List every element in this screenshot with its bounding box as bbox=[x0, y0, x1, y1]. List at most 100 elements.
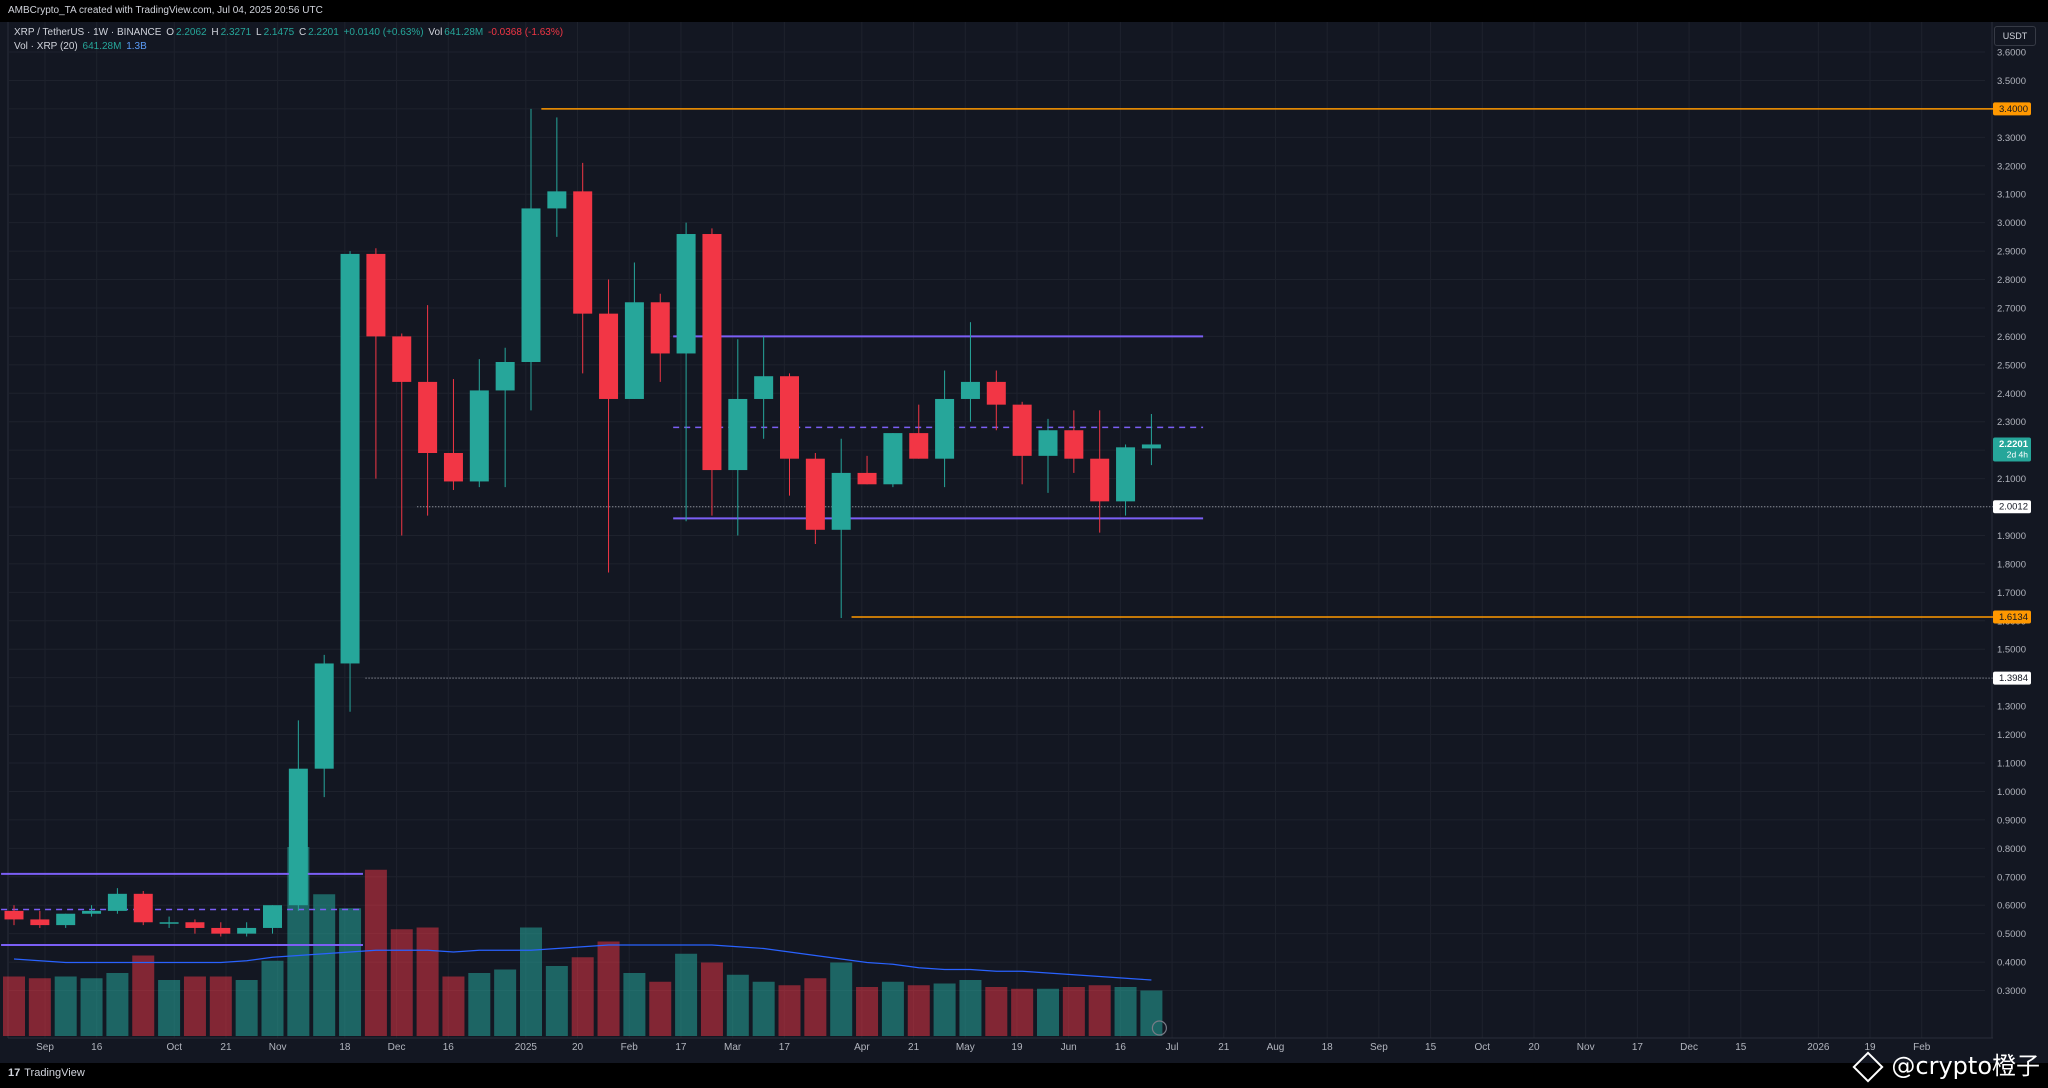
candle-body bbox=[780, 376, 799, 459]
x-tick-label: 2025 bbox=[515, 1042, 538, 1053]
y-tick-label: 0.9000 bbox=[1997, 815, 2026, 826]
x-tick-label: Aug bbox=[1267, 1042, 1285, 1053]
candle-body bbox=[392, 336, 412, 382]
candle-body bbox=[107, 893, 127, 911]
y-tick-label: 1.5000 bbox=[1997, 645, 2026, 656]
candle-body bbox=[573, 191, 593, 314]
candle-body bbox=[935, 398, 955, 459]
volume-bar bbox=[778, 985, 801, 1036]
volume-bar bbox=[54, 976, 77, 1036]
x-tick-label: 15 bbox=[1735, 1042, 1747, 1053]
candle-body bbox=[599, 313, 619, 399]
x-tick-label: 21 bbox=[1218, 1042, 1230, 1053]
candle-body bbox=[650, 302, 670, 354]
candle-body bbox=[1064, 430, 1084, 459]
candle-body bbox=[418, 381, 438, 454]
footer-bar bbox=[0, 1063, 2048, 1088]
candle-body bbox=[547, 191, 567, 209]
price-label-box bbox=[1993, 437, 2031, 462]
candle-body bbox=[909, 433, 929, 459]
y-tick-label: 1.8000 bbox=[1997, 559, 2026, 570]
high-label: H bbox=[211, 27, 219, 38]
volume-bar bbox=[881, 981, 904, 1036]
volume-bar bbox=[700, 962, 723, 1036]
x-tick-label: 16 bbox=[1115, 1042, 1127, 1053]
x-tick-label: 21 bbox=[908, 1042, 920, 1053]
x-tick-label: May bbox=[956, 1042, 975, 1053]
candle-body bbox=[185, 922, 205, 928]
y-tick-label: 3.3000 bbox=[1997, 133, 2026, 144]
candle-body bbox=[30, 919, 50, 926]
y-tick-label: 0.7000 bbox=[1997, 872, 2026, 883]
y-tick-label: 1.0000 bbox=[1997, 787, 2026, 798]
volume-bar bbox=[649, 981, 672, 1036]
volume-bar bbox=[1011, 988, 1034, 1036]
y-tick-label: 1.7000 bbox=[1997, 588, 2026, 599]
price-label-text: 2.0012 bbox=[1999, 502, 2028, 513]
candle-body bbox=[986, 381, 1006, 405]
candle-body bbox=[728, 398, 748, 471]
y-tick-label: 0.8000 bbox=[1997, 844, 2026, 855]
x-tick-label: Sep bbox=[36, 1042, 54, 1053]
candle-body bbox=[443, 453, 463, 482]
volume-bar bbox=[442, 976, 465, 1036]
volume-bar bbox=[158, 980, 181, 1036]
symbol-label[interactable]: XRP / TetherUS · 1W · BINANCE bbox=[14, 27, 162, 38]
volume-bar bbox=[106, 973, 129, 1036]
lightning-icon bbox=[1151, 1020, 1168, 1036]
candle-body bbox=[211, 927, 231, 934]
y-tick-label: 0.3000 bbox=[1997, 986, 2026, 997]
volume-bar bbox=[520, 927, 542, 1036]
price-label-text: 2.2201 bbox=[1999, 439, 2029, 450]
y-tick-label: 2.3000 bbox=[1997, 417, 2026, 428]
close-label: C bbox=[298, 27, 307, 38]
price-label-box bbox=[1993, 500, 2031, 514]
candle-body bbox=[624, 302, 644, 399]
x-tick-label: 21 bbox=[220, 1042, 232, 1053]
y-tick-label: 3.6000 bbox=[1997, 48, 2026, 59]
candle-body bbox=[495, 361, 515, 391]
candle-body bbox=[960, 381, 980, 399]
candle-body bbox=[1141, 444, 1161, 449]
volume-bar bbox=[28, 978, 51, 1036]
volume-bar bbox=[856, 987, 879, 1036]
x-tick-label: Oct bbox=[1474, 1042, 1490, 1053]
volume-bar bbox=[261, 960, 284, 1036]
y-tick-label: 2.7000 bbox=[1997, 303, 2026, 314]
x-tick-label: Jul bbox=[1166, 1042, 1179, 1053]
candle-body bbox=[469, 390, 489, 482]
currency-button[interactable]: USDT bbox=[1994, 26, 2036, 46]
volume-ma-line bbox=[13, 944, 1152, 981]
candle-body bbox=[82, 910, 102, 914]
x-tick-label: 2026 bbox=[1807, 1042, 1830, 1053]
vol-ma-value: 1.3B bbox=[126, 41, 147, 52]
tradingview-logo-mark: 17 bbox=[8, 1067, 21, 1079]
x-tick-label: Mar bbox=[724, 1042, 742, 1053]
close-value: 2.2201 bbox=[308, 27, 339, 38]
open-label: O bbox=[166, 27, 175, 38]
volume-bar bbox=[468, 973, 491, 1036]
x-tick-label: 20 bbox=[572, 1042, 584, 1053]
x-tick-label: 18 bbox=[1322, 1042, 1334, 1053]
y-tick-label: 2.5000 bbox=[1997, 360, 2026, 371]
x-tick-label: 17 bbox=[675, 1042, 687, 1053]
vol-indicator-label[interactable]: Vol · XRP (20) bbox=[14, 41, 78, 52]
candle-body bbox=[340, 253, 360, 664]
x-tick-label: Oct bbox=[166, 1042, 182, 1053]
volume-bar bbox=[235, 980, 258, 1036]
x-tick-label: 19 bbox=[1864, 1042, 1876, 1053]
candle-body bbox=[1012, 404, 1032, 456]
price-label-text: 1.3984 bbox=[1999, 673, 2028, 684]
candle-body bbox=[314, 663, 334, 769]
candle-body bbox=[288, 768, 308, 906]
x-tick-label: Nov bbox=[269, 1042, 287, 1053]
y-tick-label: 2.9000 bbox=[1997, 247, 2026, 258]
candle-body bbox=[133, 893, 153, 923]
y-tick-label: 0.4000 bbox=[1997, 958, 2026, 969]
volume-bar bbox=[675, 953, 698, 1036]
vol-value: 641.28M bbox=[444, 27, 484, 38]
x-tick-label: 16 bbox=[91, 1042, 103, 1053]
candle-body bbox=[263, 905, 282, 928]
tradingview-logo[interactable]: 17 TradingView bbox=[8, 1067, 85, 1079]
